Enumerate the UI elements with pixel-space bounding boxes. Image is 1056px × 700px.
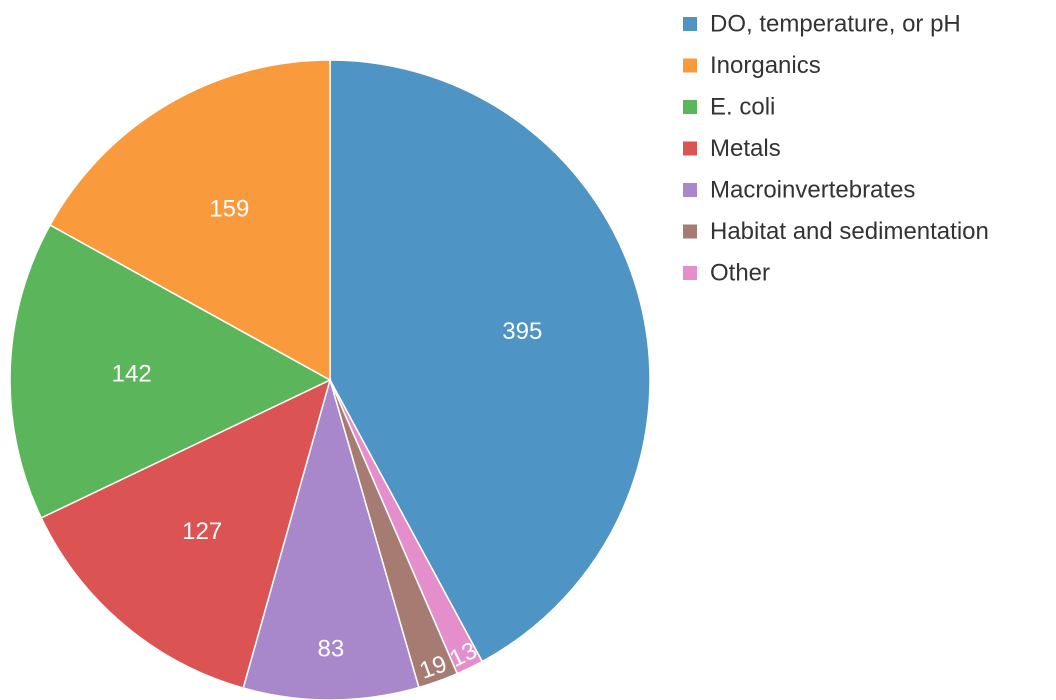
legend-swatch-inorganics — [683, 58, 697, 73]
legend-item-inorganics: Inorganics — [683, 52, 821, 79]
pie-slice-inorganics — [49, 59, 331, 382]
legend-item-habitat-and-sedimentation: Habitat and sedimentation — [683, 218, 989, 245]
legend-item-e-coli: E. coli — [683, 94, 775, 121]
slice-value-label-inorganics: 159 — [209, 196, 249, 223]
legend: DO, temperature, or pH Inorganics E. coli M… — [683, 11, 989, 287]
legend-item-macroinvertebrates: Macroinvertebrates — [683, 177, 915, 204]
legend-swatch-other — [683, 266, 697, 280]
legend-label-metals: Metals — [710, 135, 781, 162]
pie-slice-metals — [40, 378, 332, 689]
legend-item-other: Other — [683, 260, 770, 287]
slice-value-label-do-temperature-or-ph: 395 — [502, 318, 542, 345]
legend-label-macroinvertebrates: Macroinvertebrates — [710, 177, 915, 204]
legend-label-e-coli: E. coli — [710, 94, 775, 121]
pie-slices — [9, 59, 651, 700]
legend-label-do-temperature-or-ph: DO, temperature, or pH — [710, 11, 961, 38]
legend-swatch-do-temperature-or-ph — [683, 17, 697, 31]
legend-swatch-habitat-and-sedimentation — [683, 224, 697, 239]
legend-swatch-e-coli — [683, 100, 697, 114]
legend-label-inorganics: Inorganics — [710, 52, 821, 79]
legend-swatch-macroinvertebrates — [683, 183, 697, 197]
slice-value-label-e-coli: 142 — [112, 361, 152, 388]
legend-label-habitat-and-sedimentation: Habitat and sedimentation — [710, 218, 989, 245]
legend-label-other: Other — [710, 260, 770, 287]
legend-item-do-temperature-or-ph: DO, temperature, or pH — [683, 11, 961, 38]
legend-item-metals: Metals — [683, 135, 781, 162]
legend-swatch-metals — [683, 141, 697, 156]
pie-slice-e-coli — [9, 223, 332, 519]
pie-slice-do-temperature-or-ph — [329, 59, 651, 663]
slice-value-label-macroinvertebrates: 83 — [318, 635, 345, 662]
slice-value-label-metals: 127 — [182, 518, 222, 545]
